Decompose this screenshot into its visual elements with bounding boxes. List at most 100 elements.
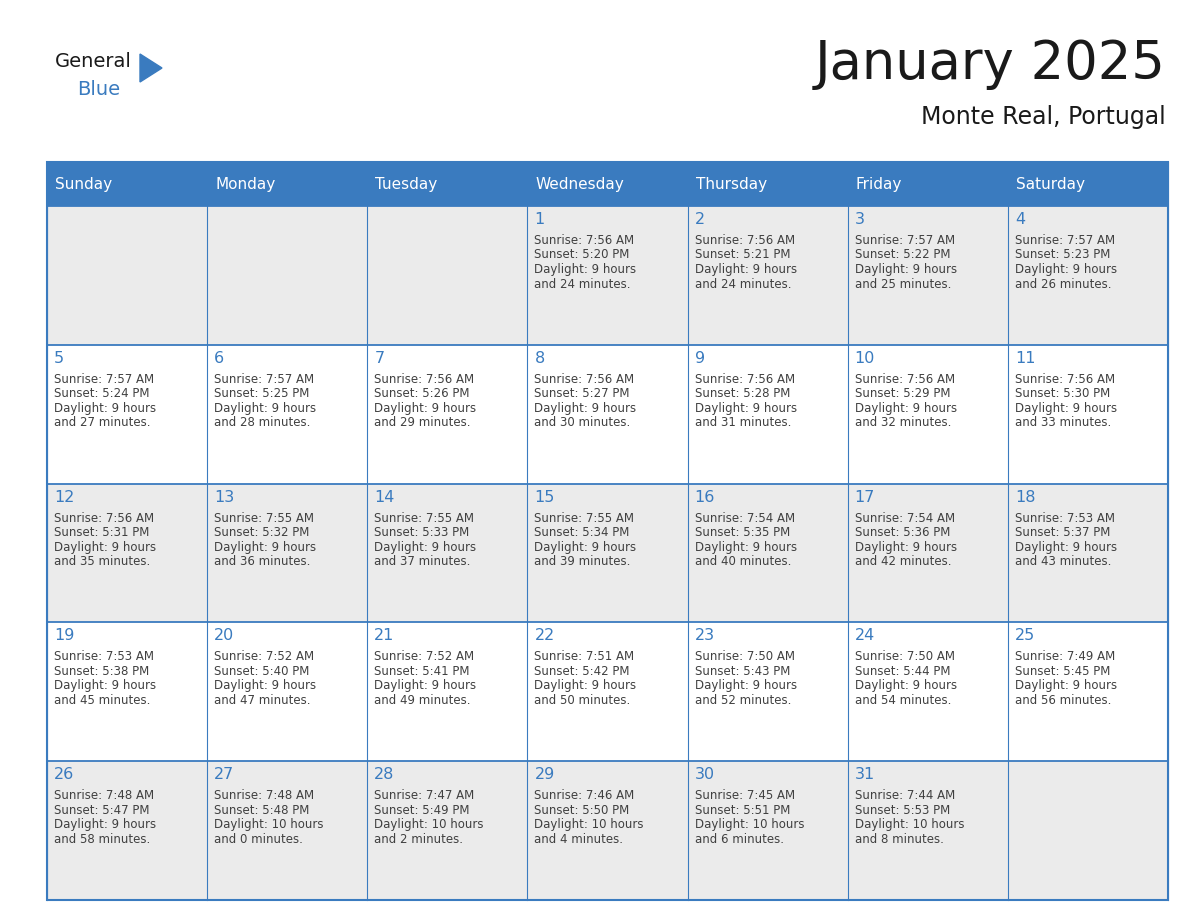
Text: Sunset: 5:51 PM: Sunset: 5:51 PM — [695, 803, 790, 817]
Text: Sunrise: 7:54 AM: Sunrise: 7:54 AM — [854, 511, 955, 524]
Text: and 50 minutes.: and 50 minutes. — [535, 694, 631, 707]
Text: Daylight: 9 hours: Daylight: 9 hours — [1015, 541, 1117, 554]
Text: Sunrise: 7:57 AM: Sunrise: 7:57 AM — [854, 234, 955, 247]
Text: and 36 minutes.: and 36 minutes. — [214, 555, 310, 568]
Text: 17: 17 — [854, 489, 876, 505]
Text: and 45 minutes.: and 45 minutes. — [53, 694, 151, 707]
Text: Sunset: 5:34 PM: Sunset: 5:34 PM — [535, 526, 630, 539]
Text: 30: 30 — [695, 767, 715, 782]
Text: and 2 minutes.: and 2 minutes. — [374, 833, 463, 845]
Text: Sunrise: 7:54 AM: Sunrise: 7:54 AM — [695, 511, 795, 524]
Text: Blue: Blue — [77, 80, 120, 99]
Text: Sunset: 5:48 PM: Sunset: 5:48 PM — [214, 803, 310, 817]
Text: and 29 minutes.: and 29 minutes. — [374, 416, 470, 430]
Text: 31: 31 — [854, 767, 876, 782]
Text: Monday: Monday — [215, 176, 276, 192]
Text: Sunrise: 7:52 AM: Sunrise: 7:52 AM — [374, 650, 474, 664]
Bar — [367, 162, 527, 206]
Text: and 28 minutes.: and 28 minutes. — [214, 416, 310, 430]
Text: 22: 22 — [535, 629, 555, 644]
Text: 10: 10 — [854, 351, 876, 365]
Text: Sunset: 5:50 PM: Sunset: 5:50 PM — [535, 803, 630, 817]
Text: Sunrise: 7:51 AM: Sunrise: 7:51 AM — [535, 650, 634, 664]
Text: Sunrise: 7:46 AM: Sunrise: 7:46 AM — [535, 789, 634, 802]
Text: Sunrise: 7:56 AM: Sunrise: 7:56 AM — [53, 511, 154, 524]
Text: Sunrise: 7:49 AM: Sunrise: 7:49 AM — [1015, 650, 1116, 664]
Text: January 2025: January 2025 — [815, 38, 1165, 90]
Text: 7: 7 — [374, 351, 385, 365]
Text: 23: 23 — [695, 629, 715, 644]
Text: Sunrise: 7:45 AM: Sunrise: 7:45 AM — [695, 789, 795, 802]
Text: and 8 minutes.: and 8 minutes. — [854, 833, 943, 845]
Text: Daylight: 9 hours: Daylight: 9 hours — [854, 541, 956, 554]
Text: and 54 minutes.: and 54 minutes. — [854, 694, 952, 707]
Text: 12: 12 — [53, 489, 75, 505]
Text: and 42 minutes.: and 42 minutes. — [854, 555, 952, 568]
Text: Sunrise: 7:48 AM: Sunrise: 7:48 AM — [214, 789, 315, 802]
Text: and 25 minutes.: and 25 minutes. — [854, 277, 952, 290]
Text: 5: 5 — [53, 351, 64, 365]
Text: 16: 16 — [695, 489, 715, 505]
Text: and 27 minutes.: and 27 minutes. — [53, 416, 151, 430]
Text: and 56 minutes.: and 56 minutes. — [1015, 694, 1111, 707]
Bar — [48, 162, 1168, 900]
Text: 6: 6 — [214, 351, 225, 365]
Text: Wednesday: Wednesday — [536, 176, 624, 192]
Text: Sunrise: 7:44 AM: Sunrise: 7:44 AM — [854, 789, 955, 802]
Text: Daylight: 9 hours: Daylight: 9 hours — [374, 402, 476, 415]
Text: Monte Real, Portugal: Monte Real, Portugal — [921, 105, 1165, 129]
Text: Sunset: 5:42 PM: Sunset: 5:42 PM — [535, 665, 630, 677]
Text: Sunset: 5:40 PM: Sunset: 5:40 PM — [214, 665, 310, 677]
Text: 20: 20 — [214, 629, 234, 644]
Text: 27: 27 — [214, 767, 234, 782]
Text: Daylight: 9 hours: Daylight: 9 hours — [535, 263, 637, 276]
Text: Sunset: 5:31 PM: Sunset: 5:31 PM — [53, 526, 150, 539]
Text: 4: 4 — [1015, 212, 1025, 227]
Bar — [48, 345, 1168, 484]
Bar — [207, 162, 367, 206]
Text: 24: 24 — [854, 629, 876, 644]
Text: Sunrise: 7:53 AM: Sunrise: 7:53 AM — [1015, 511, 1114, 524]
Text: Sunset: 5:36 PM: Sunset: 5:36 PM — [854, 526, 950, 539]
Bar — [48, 622, 1168, 761]
Text: Daylight: 9 hours: Daylight: 9 hours — [53, 818, 156, 831]
Bar — [48, 484, 1168, 622]
Text: Sunset: 5:35 PM: Sunset: 5:35 PM — [695, 526, 790, 539]
Text: Sunrise: 7:50 AM: Sunrise: 7:50 AM — [695, 650, 795, 664]
Text: Daylight: 9 hours: Daylight: 9 hours — [1015, 679, 1117, 692]
Text: Sunset: 5:41 PM: Sunset: 5:41 PM — [374, 665, 469, 677]
Text: General: General — [55, 52, 132, 71]
Text: and 31 minutes.: and 31 minutes. — [695, 416, 791, 430]
Text: Sunset: 5:30 PM: Sunset: 5:30 PM — [1015, 387, 1110, 400]
Text: 25: 25 — [1015, 629, 1035, 644]
Text: and 30 minutes.: and 30 minutes. — [535, 416, 631, 430]
Text: Daylight: 9 hours: Daylight: 9 hours — [695, 679, 797, 692]
Text: Daylight: 9 hours: Daylight: 9 hours — [535, 402, 637, 415]
Text: Sunrise: 7:56 AM: Sunrise: 7:56 AM — [374, 373, 474, 386]
Text: Sunday: Sunday — [55, 176, 112, 192]
Text: Sunrise: 7:56 AM: Sunrise: 7:56 AM — [695, 234, 795, 247]
Text: and 4 minutes.: and 4 minutes. — [535, 833, 624, 845]
Text: and 40 minutes.: and 40 minutes. — [695, 555, 791, 568]
Text: Daylight: 10 hours: Daylight: 10 hours — [374, 818, 484, 831]
Text: Sunset: 5:45 PM: Sunset: 5:45 PM — [1015, 665, 1111, 677]
Text: Sunrise: 7:53 AM: Sunrise: 7:53 AM — [53, 650, 154, 664]
Text: and 24 minutes.: and 24 minutes. — [535, 277, 631, 290]
Text: Friday: Friday — [855, 176, 902, 192]
Text: Sunset: 5:33 PM: Sunset: 5:33 PM — [374, 526, 469, 539]
Text: Daylight: 9 hours: Daylight: 9 hours — [854, 402, 956, 415]
Bar — [48, 761, 1168, 900]
Text: 19: 19 — [53, 629, 75, 644]
Polygon shape — [140, 54, 162, 82]
Text: Sunset: 5:21 PM: Sunset: 5:21 PM — [695, 249, 790, 262]
Text: Daylight: 9 hours: Daylight: 9 hours — [214, 402, 316, 415]
Text: Sunset: 5:47 PM: Sunset: 5:47 PM — [53, 803, 150, 817]
Bar — [688, 162, 848, 206]
Text: Sunset: 5:29 PM: Sunset: 5:29 PM — [854, 387, 950, 400]
Text: 29: 29 — [535, 767, 555, 782]
Text: Daylight: 9 hours: Daylight: 9 hours — [535, 679, 637, 692]
Text: Daylight: 9 hours: Daylight: 9 hours — [214, 679, 316, 692]
Bar — [48, 162, 207, 206]
Text: 9: 9 — [695, 351, 704, 365]
Text: Sunset: 5:28 PM: Sunset: 5:28 PM — [695, 387, 790, 400]
